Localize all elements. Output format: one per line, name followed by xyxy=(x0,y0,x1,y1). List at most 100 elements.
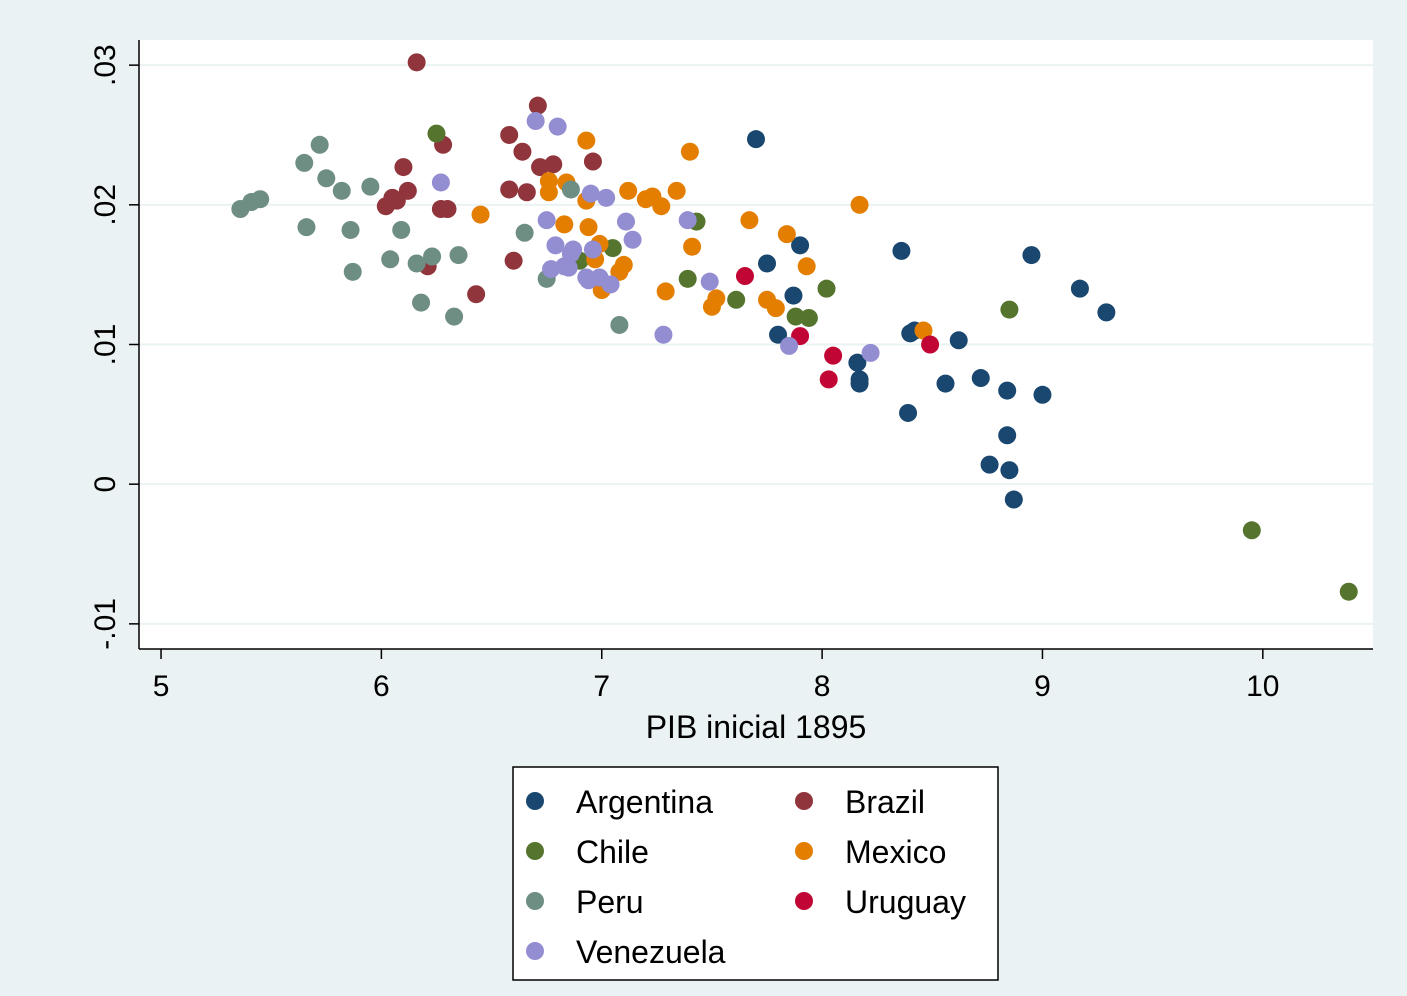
data-point-mexico xyxy=(579,218,598,237)
data-point-brazil xyxy=(528,96,547,115)
data-point-brazil xyxy=(517,183,536,202)
data-point-uruguay xyxy=(735,267,754,286)
legend-label-peru: Peru xyxy=(576,884,644,920)
data-point-brazil xyxy=(398,181,417,200)
data-point-chile xyxy=(1000,300,1019,319)
data-point-mexico xyxy=(652,197,671,216)
data-point-mexico xyxy=(577,131,596,150)
data-point-argentina xyxy=(1000,461,1019,480)
data-point-peru xyxy=(610,315,629,334)
data-point-mexico xyxy=(777,225,796,244)
legend-label-chile: Chile xyxy=(576,834,649,870)
data-point-uruguay xyxy=(819,370,838,389)
x-axis-ticks: 5 6 7 8 9 10 xyxy=(153,649,1280,703)
data-point-peru xyxy=(445,307,464,326)
data-point-brazil xyxy=(583,152,602,171)
data-point-argentina xyxy=(971,369,990,388)
data-point-peru xyxy=(341,220,360,239)
data-point-argentina xyxy=(936,374,955,393)
y-tick-label: .02 xyxy=(89,184,122,226)
data-point-argentina xyxy=(791,236,810,255)
data-point-argentina xyxy=(1097,303,1116,322)
legend-marker-chile xyxy=(526,842,544,860)
data-point-venezuela xyxy=(597,188,616,207)
data-point-argentina xyxy=(1070,279,1089,298)
data-point-mexico xyxy=(850,195,869,214)
legend-marker-uruguay xyxy=(795,892,813,910)
data-point-argentina xyxy=(850,370,869,389)
data-point-mexico xyxy=(683,237,702,256)
data-point-venezuela xyxy=(654,325,673,344)
x-axis-title: PIB inicial 1895 xyxy=(646,709,867,745)
data-point-mexico xyxy=(471,205,490,224)
data-point-brazil xyxy=(500,180,519,199)
data-point-mexico xyxy=(680,142,699,161)
data-point-chile xyxy=(1339,582,1358,601)
data-point-argentina xyxy=(848,353,867,372)
data-point-argentina xyxy=(1033,385,1052,404)
data-points xyxy=(231,53,1358,601)
data-point-argentina xyxy=(998,426,1017,445)
x-tick-label: 8 xyxy=(814,670,831,703)
data-point-mexico xyxy=(555,215,574,234)
legend-box xyxy=(512,766,999,981)
data-point-chile xyxy=(678,269,697,288)
data-point-chile xyxy=(799,308,818,327)
data-point-peru xyxy=(343,262,362,281)
data-point-mexico xyxy=(619,181,638,200)
legend-label-brazil: Brazil xyxy=(845,784,925,820)
data-point-mexico xyxy=(766,299,785,318)
legend-label-venezuela: Venezuela xyxy=(576,934,726,970)
data-point-venezuela xyxy=(601,275,620,294)
x-tick-label: 10 xyxy=(1246,670,1279,703)
data-point-peru xyxy=(407,254,426,273)
data-point-venezuela xyxy=(623,230,642,249)
data-point-peru xyxy=(381,250,400,269)
data-point-venezuela xyxy=(559,258,578,277)
data-point-brazil xyxy=(394,158,413,177)
data-point-peru xyxy=(412,293,431,312)
data-point-peru xyxy=(561,180,580,199)
data-point-argentina xyxy=(769,325,788,344)
legend-marker-brazil xyxy=(795,792,813,810)
data-point-venezuela xyxy=(861,343,880,362)
x-tick-label: 6 xyxy=(373,670,390,703)
data-point-brazil xyxy=(438,200,457,219)
data-point-argentina xyxy=(998,381,1017,400)
data-point-peru xyxy=(251,190,270,209)
data-point-mexico xyxy=(914,321,933,340)
legend-label-argentina: Argentina xyxy=(576,784,713,820)
data-point-venezuela xyxy=(526,112,545,131)
legend-marker-peru xyxy=(526,892,544,910)
data-point-venezuela xyxy=(616,212,635,231)
data-point-venezuela xyxy=(546,236,565,255)
y-axis-ticks: -.01 0 .01 .02 .03 xyxy=(89,44,139,650)
data-point-mexico xyxy=(667,181,686,200)
data-point-mexico xyxy=(614,255,633,274)
data-point-venezuela xyxy=(564,240,583,259)
data-point-venezuela xyxy=(700,272,719,291)
data-point-brazil xyxy=(500,125,519,144)
data-point-peru xyxy=(317,169,336,188)
legend-marker-venezuela xyxy=(526,942,544,960)
data-point-argentina xyxy=(1022,246,1041,265)
data-point-argentina xyxy=(980,455,999,474)
legend-marker-argentina xyxy=(526,792,544,810)
data-point-uruguay xyxy=(824,346,843,365)
data-point-venezuela xyxy=(583,240,602,259)
data-point-mexico xyxy=(539,183,558,202)
data-point-venezuela xyxy=(780,336,799,355)
data-point-venezuela xyxy=(537,211,556,230)
data-point-mexico xyxy=(656,282,675,301)
data-point-peru xyxy=(515,223,534,242)
data-point-chile xyxy=(1242,521,1261,540)
data-point-mexico xyxy=(797,257,816,276)
data-point-brazil xyxy=(544,155,563,174)
y-tick-label: .03 xyxy=(89,44,122,86)
data-point-mexico xyxy=(740,211,759,230)
data-point-chile xyxy=(817,279,836,298)
data-point-peru xyxy=(310,135,329,154)
y-tick-label: -.01 xyxy=(89,598,122,650)
data-point-peru xyxy=(423,247,442,266)
